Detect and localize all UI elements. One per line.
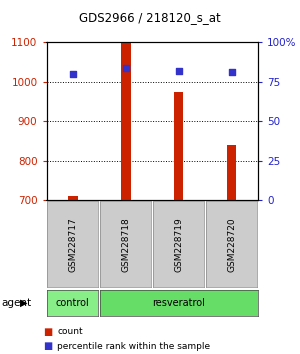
Text: ■: ■: [44, 327, 53, 337]
Bar: [121, 42, 130, 200]
Point: [123, 65, 128, 70]
Bar: [227, 145, 236, 200]
Point: [176, 68, 181, 74]
Text: ■: ■: [44, 341, 53, 351]
Text: count: count: [57, 327, 82, 336]
Text: control: control: [56, 298, 89, 308]
Text: GSM228719: GSM228719: [174, 217, 183, 272]
Text: percentile rank within the sample: percentile rank within the sample: [57, 342, 210, 351]
Text: agent: agent: [2, 298, 31, 308]
Text: GSM228717: GSM228717: [68, 217, 77, 272]
Text: resveratrol: resveratrol: [152, 298, 205, 308]
Text: GDS2966 / 218120_s_at: GDS2966 / 218120_s_at: [79, 11, 221, 24]
Point: [229, 70, 234, 75]
Text: GSM228720: GSM228720: [227, 217, 236, 272]
Text: GSM228718: GSM228718: [121, 217, 130, 272]
Point: [70, 71, 75, 77]
Bar: [174, 92, 183, 200]
Text: ▶: ▶: [20, 298, 28, 308]
Bar: [68, 196, 78, 200]
